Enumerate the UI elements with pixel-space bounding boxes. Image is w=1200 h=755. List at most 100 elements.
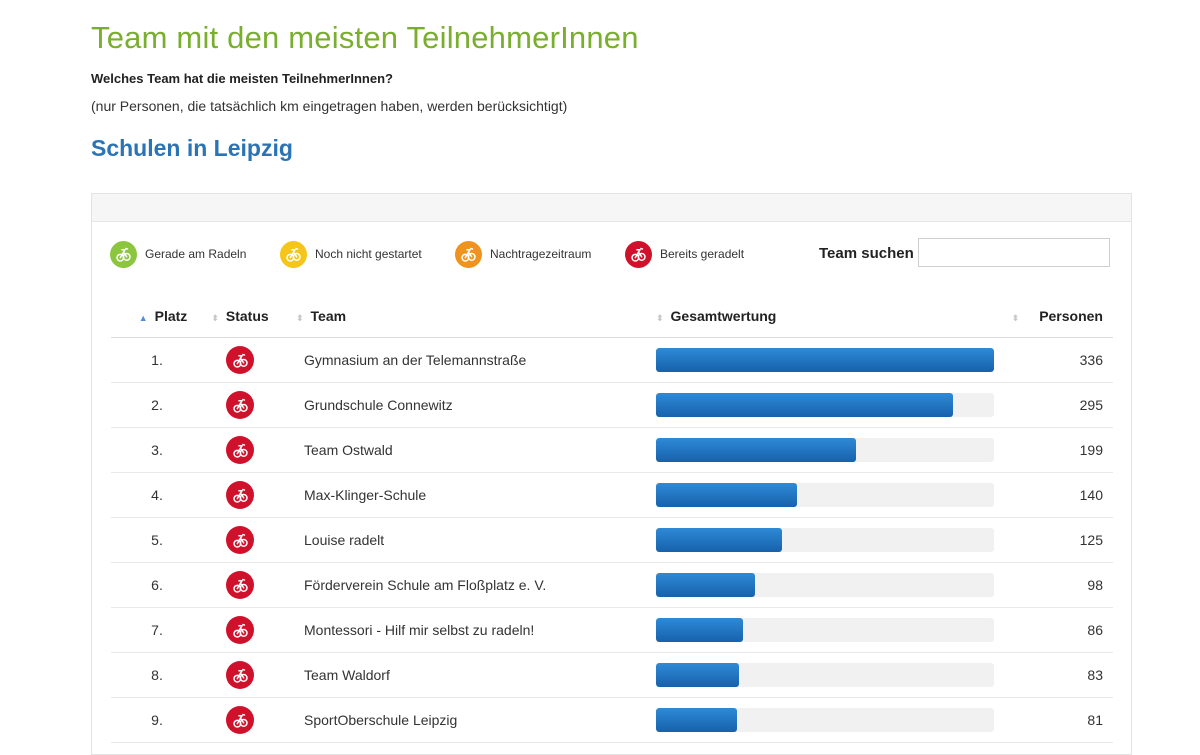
table-row: 1. Gymnasium an der Telemannstraße 336 [111,337,1113,383]
rank-cell: 9. [111,697,203,743]
legend-label: Gerade am Radeln [145,247,247,261]
rank-cell: 4. [111,472,203,518]
table-row: 3. Team Ostwald 199 [111,427,1113,473]
team-search-input[interactable] [918,238,1110,267]
score-bar-track [656,483,994,507]
team-search-label: Team suchen [819,245,914,262]
score-bar-track [656,348,994,372]
score-bar-fill [656,663,740,687]
panel-header [92,194,1131,222]
score-cell [656,562,1004,608]
score-bar-fill [656,348,994,372]
score-cell [656,382,1004,428]
rank-cell: 6. [111,562,203,608]
score-bar-fill [656,393,953,417]
bicycle-icon [226,526,254,554]
persons-cell: 140 [1004,472,1113,518]
sort-both-icon: ⬍ [296,313,304,323]
score-cell [656,427,1004,473]
persons-cell: 336 [1004,337,1113,383]
sort-both-icon: ⬍ [1011,313,1020,323]
score-bar-track [656,438,994,462]
column-header-score[interactable]: ⬍ Gesamtwertung [656,295,1004,338]
score-bar-track [656,708,994,732]
column-header-label: Status [225,308,269,324]
bicycle-icon [226,661,254,689]
score-bar-fill [656,438,857,462]
column-header-label: Team [310,308,347,324]
status-cell [203,337,277,383]
status-cell [203,427,277,473]
ranking-table: ▲ Platz ⬍ Status ⬍ Team ⬍ Gesamtwertung ⬍ Per… [111,295,1113,743]
table-row: 7. Montessori - Hilf mir selbst zu radeln… [111,607,1113,653]
page-title: Team mit den meisten TeilnehmerInnen [91,20,639,55]
score-bar-fill [656,528,782,552]
team-name-cell: Förderverein Schule am Floßplatz e. V. [277,562,656,608]
status-cell [203,562,277,608]
table-header-row: ▲ Platz ⬍ Status ⬍ Team ⬍ Gesamtwertung ⬍ Per… [111,295,1113,338]
status-cell [203,472,277,518]
table-row: 8. Team Waldorf 83 [111,652,1113,698]
table-row: 2. Grundschule Connewitz 295 [111,382,1113,428]
page-subtitle: Welches Team hat die meisten TeilnehmerI… [91,71,393,86]
bicycle-icon [226,436,254,464]
team-name-cell: Gymnasium an der Telemannstraße [277,337,656,383]
column-header-label: Platz [154,308,188,324]
bicycle-icon [226,616,254,644]
bicycle-icon [455,240,482,268]
team-name-cell: Montessori - Hilf mir selbst zu radeln! [277,607,656,653]
persons-cell: 199 [1004,427,1113,473]
score-cell [656,607,1004,653]
legend-label: Noch nicht gestartet [315,247,422,261]
team-name-cell: Team Ostwald [277,427,656,473]
column-header-label: Gesamtwertung [670,308,777,324]
column-header-rank[interactable]: ▲ Platz [111,295,203,338]
table-row: 4. Max-Klinger-Schule 140 [111,472,1113,518]
score-bar-fill [656,708,738,732]
team-name-cell: Max-Klinger-Schule [277,472,656,518]
legend-item-finished: Bereits geradelt [625,240,795,268]
rank-cell: 7. [111,607,203,653]
score-bar-track [656,573,994,597]
rank-cell: 1. [111,337,203,383]
persons-cell: 83 [1004,652,1113,698]
legend-item-not-started: Noch nicht gestartet [280,240,455,268]
team-name-cell: SportOberschule Leipzig [277,697,656,743]
score-cell [656,652,1004,698]
table-row: 9. SportOberschule Leipzig 81 [111,697,1113,743]
status-cell [203,382,277,428]
persons-cell: 86 [1004,607,1113,653]
legend-label: Bereits geradelt [660,247,745,261]
score-cell [656,517,1004,563]
bicycle-icon [226,571,254,599]
bicycle-icon [226,706,254,734]
page-note: (nur Personen, die tatsächlich km einget… [91,98,568,114]
rank-cell: 5. [111,517,203,563]
score-cell [656,337,1004,383]
persons-cell: 125 [1004,517,1113,563]
score-bar-fill [656,483,797,507]
section-title: Schulen in Leipzig [91,135,293,161]
bicycle-icon [625,240,652,268]
status-cell [203,652,277,698]
ranking-table-body: 1. Gymnasium an der Telemannstraße 336 2. Gr… [111,337,1113,743]
score-bar-fill [656,618,743,642]
score-bar-track [656,528,994,552]
column-header-persons[interactable]: ⬍ Personen [1004,295,1113,338]
column-header-team[interactable]: ⬍ Team [277,295,656,338]
column-header-status[interactable]: ⬍ Status [203,295,277,338]
table-row: 6. Förderverein Schule am Floßplatz e. V.… [111,562,1113,608]
status-legend: Gerade am Radeln Noch nicht gestartet Na… [110,238,795,270]
persons-cell: 81 [1004,697,1113,743]
table-row: 5. Louise radelt 125 [111,517,1113,563]
sort-asc-icon: ▲ [138,313,148,323]
team-name-cell: Grundschule Connewitz [277,382,656,428]
score-bar-track [656,663,994,687]
rank-cell: 3. [111,427,203,473]
persons-cell: 295 [1004,382,1113,428]
legend-label: Nachtragezeitraum [490,247,592,261]
rank-cell: 2. [111,382,203,428]
status-cell [203,517,277,563]
team-name-cell: Louise radelt [277,517,656,563]
persons-cell: 98 [1004,562,1113,608]
